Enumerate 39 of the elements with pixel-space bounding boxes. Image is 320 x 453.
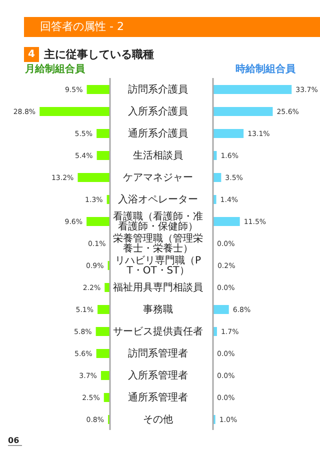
bar	[213, 217, 240, 226]
bar	[78, 173, 110, 182]
bar	[100, 371, 110, 380]
chart-title: 月給制組合員	[24, 62, 86, 76]
y-tick-label: 入浴オペレーター	[118, 194, 198, 206]
y-tick-label: サービス提供責任者	[113, 326, 203, 338]
y-tick-label: 事務職	[143, 304, 173, 316]
y-tick-label: 入所系管理者	[128, 370, 188, 382]
bar	[213, 85, 292, 94]
bar	[40, 107, 110, 116]
bar	[96, 327, 110, 336]
bar	[213, 129, 244, 138]
y-tick-label: リハビリ専門職（PT・OT・ST）	[114, 254, 202, 276]
bar	[96, 129, 110, 138]
bar	[96, 151, 110, 160]
bar	[96, 349, 110, 358]
y-tick-label: 看護職（看護師・准看護師・保健師）	[113, 210, 203, 232]
bar	[86, 217, 110, 226]
text: 主に従事している職種	[44, 47, 154, 62]
y-tick-label: 栄養管理職（管理栄養士・栄養士）	[113, 232, 203, 254]
bar	[86, 85, 110, 94]
y-tick-label: 入所系介護員	[128, 106, 188, 118]
bar	[98, 305, 110, 314]
chart-title: 時給制組合員	[234, 62, 296, 76]
y-tick-label: その他	[143, 414, 173, 426]
text: 回答者の属性 - 2	[24, 17, 320, 37]
bar	[213, 107, 273, 116]
text: 4	[24, 47, 39, 62]
y-tick-label: 訪問系介護員	[128, 84, 188, 96]
bar	[104, 283, 110, 292]
y-tick-label: 生活相談員	[133, 150, 183, 162]
y-tick-label: ケアマネジャー	[123, 172, 193, 184]
y-tick-label: 訪問系管理者	[128, 348, 188, 360]
y-tick-label: 福祉用具専門相談員	[113, 282, 203, 294]
bar	[213, 305, 229, 314]
bar	[104, 393, 110, 402]
y-tick-label: 通所系管理者	[128, 392, 188, 404]
y-tick-label: 通所系介護員	[128, 128, 188, 140]
text: 06	[8, 436, 22, 446]
